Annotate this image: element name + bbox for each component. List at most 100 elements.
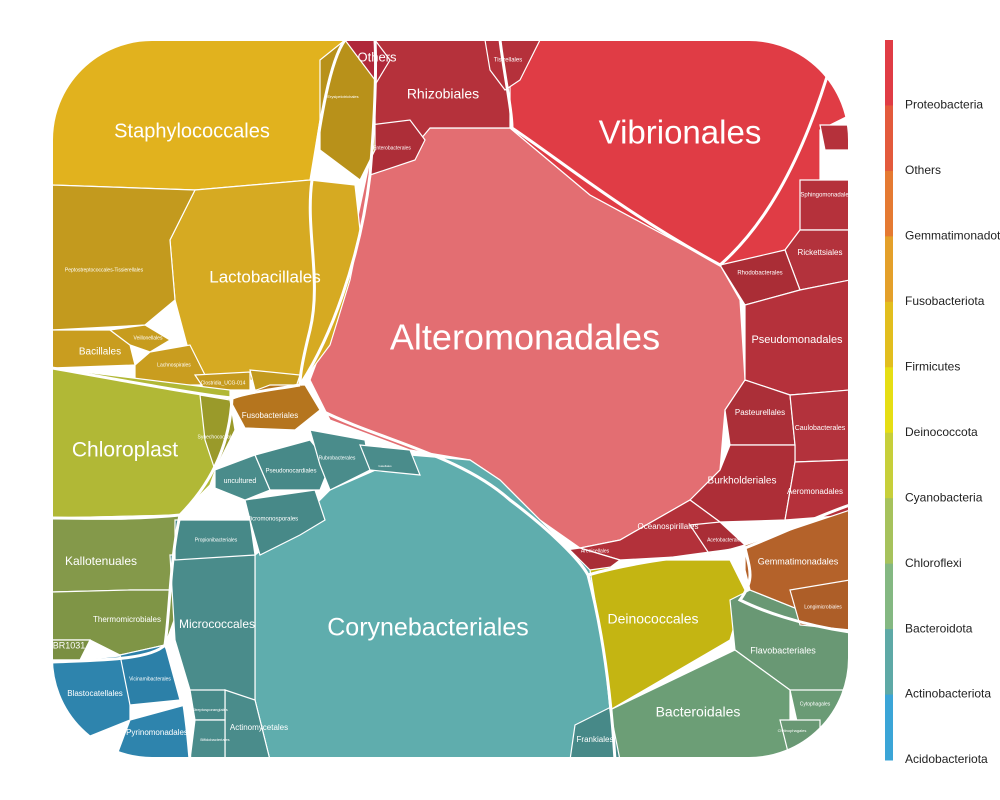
label-corynebacteriales: Corynebacteriales (327, 614, 529, 642)
label-micrococcales: Micrococcales (179, 617, 255, 631)
label-rhodobacterales: Rhodobacterales (737, 271, 782, 277)
cell-chitinophagales (779, 719, 821, 758)
label-pseudonocardiales: Pseudonocardiales (265, 469, 316, 475)
cell-streptosporangiales (189, 689, 226, 721)
phylum-border-7 (737, 547, 849, 634)
label-aeromonadales: Aeromonadales (787, 487, 843, 496)
cell-synechococcales (199, 394, 236, 472)
label-rickettsiales: Rickettsiales (798, 248, 843, 257)
legend-swatch-cyanobacteria (885, 432, 893, 499)
label-caulobacterales: Caulobacterales (795, 425, 846, 432)
cell-staphylococcales (52, 40, 347, 191)
label-arenicellales: Arenicellales (581, 548, 610, 554)
cell-labels: Alteromonadales Vibrionales Rhizobiales Tis… (47, 49, 852, 744)
legend-label-cyanobacteria: Cyanobacteria (905, 490, 983, 504)
legend-label-bacteroidota: Bacteroidota (905, 621, 973, 635)
label-synechococcales: Synechococcales (198, 434, 237, 440)
cell-erysipelotrichales (319, 40, 376, 181)
phylum-border-2 (52, 366, 301, 400)
label-veillonellales: Veillonellales (134, 335, 163, 341)
label-gaiellales: Gaiellales (378, 464, 392, 468)
cell-longimicrobiales (789, 579, 849, 631)
label-rhizobiales: Rhizobiales (407, 86, 479, 102)
legend-swatch-acidobacteriota (885, 694, 893, 761)
cell-chloroplast (52, 367, 231, 519)
label-vibrionales: Vibrionales (599, 114, 762, 151)
legend-swatch-gemmatimonadota (885, 170, 893, 237)
cell-bifidobacteriales (189, 719, 226, 758)
legend-label-fusobacteriota: Fusobacteriota (905, 294, 985, 308)
label-bacillales: Bacillales (79, 347, 121, 358)
label-acetobacterales: Acetobacterales (707, 537, 743, 543)
cell-veillonellales (108, 324, 172, 353)
legend-swatch-chloroflexi (885, 498, 893, 565)
label-chitinophagales: Chitinophagales (778, 728, 807, 733)
cell-tistrellales (484, 40, 541, 91)
cell-sphingomonadales (799, 179, 849, 231)
legend-label-chloroflexi: Chloroflexi (905, 556, 962, 570)
label-sphingomonadales: Sphingomonadales (800, 193, 851, 199)
group-borders (52, 40, 849, 758)
label-pyrinomonadales: Pyrinomonadales (126, 728, 188, 737)
treemap-cells (52, 40, 849, 758)
cell-uncultured (214, 454, 271, 501)
label-micromonosporales: Micromonosporales (246, 517, 298, 523)
cell-clostridia-ucg-014 (193, 371, 251, 391)
legend-label-firmicutes: Firmicutes (905, 359, 960, 373)
label-lactobacillales: Lactobacillales (209, 267, 321, 286)
phylum-border-10 (498, 40, 834, 267)
label-streptosporangiales: Streptosporangiales (192, 707, 228, 712)
label-alteromonadales: Alteromonadales (390, 317, 660, 358)
phylum-border-0 (298, 40, 347, 386)
cell-rubrobacterales (309, 429, 371, 491)
cell-peptostreptococcales-tissierellales (52, 184, 196, 331)
legend-swatch-proteobacteria (885, 40, 893, 106)
label-lachnospirales: Lachnospirales (157, 362, 191, 368)
legend-label-acidobacteriota: Acidobacteriota (905, 752, 988, 766)
label-staphylococcales: Staphylococcales (114, 120, 270, 142)
legend-swatch-deinococcota (885, 367, 893, 434)
legend-label-gemmatimonadota: Gemmatimonadota (905, 229, 1000, 243)
treemap-frame (51, 39, 850, 759)
label-chloroplast: Chloroplast (72, 439, 178, 462)
cell-aeromonadales (784, 459, 849, 521)
label-fusobacteriales: Fusobacteriales (242, 411, 298, 420)
cell-gaiellales (359, 444, 421, 476)
label-cytophagales: Cytophagales (800, 701, 831, 707)
label-vicinamibacterales: Vicinamibacterales (129, 676, 171, 682)
label-peptostreptococcales-tissierellales: Peptostreptococcales-Tissierellales (65, 267, 144, 273)
label-clostridia-ucg-014: Clostridia_UCG-014 (201, 380, 246, 386)
phylum-border-5 (586, 574, 617, 758)
label-propionibacteriales: Propionibacteriales (195, 537, 238, 543)
label-tistrellales: Tistrellales (494, 58, 522, 64)
cell-bacillales (52, 329, 136, 369)
cell-fusobacteriales (229, 384, 321, 431)
legend-swatch-firmicutes (885, 301, 893, 368)
cell-alcanivoracales (819, 124, 849, 151)
label-pasteurellales: Pasteurellales (735, 408, 785, 417)
legend-label-deinococcota: Deinococcota (905, 425, 978, 439)
cell-vicinamibacterales (119, 644, 181, 706)
label-pseudomonadales: Pseudomonadales (751, 334, 843, 346)
cell-frankiales (569, 704, 621, 758)
legend-label-others: Others (905, 163, 941, 177)
label-actinomycetales: Actinomycetales (230, 723, 288, 732)
label-bacteroidales: Bacteroidales (656, 704, 741, 720)
label-burkholderiales: Burkholderiales (708, 476, 777, 487)
label-frankiales: Frankiales (577, 735, 614, 744)
label-others: Others (357, 49, 397, 64)
label-enterobacterales: Enterobacterales (373, 145, 411, 151)
label-blastocatellales: Blastocatellales (67, 689, 123, 698)
legend-swatch-fusobacteriota (885, 236, 893, 303)
phylum-border-9 (163, 644, 192, 758)
legend-label-actinobacteriota: Actinobacteriota (905, 687, 991, 701)
label-sbr1031: SBR1031 (47, 640, 86, 650)
label-gemmatimonadales: Gemmatimonadales (758, 556, 839, 566)
label-longimicrobiales: Longimicrobiales (804, 604, 842, 610)
label-uncultured: uncultured (224, 478, 257, 485)
phylum-border-4 (319, 408, 590, 576)
cell-pyrinomonadales (114, 704, 191, 758)
label-deinococcales: Deinococcales (607, 611, 698, 627)
phylum-border-6 (587, 503, 849, 577)
